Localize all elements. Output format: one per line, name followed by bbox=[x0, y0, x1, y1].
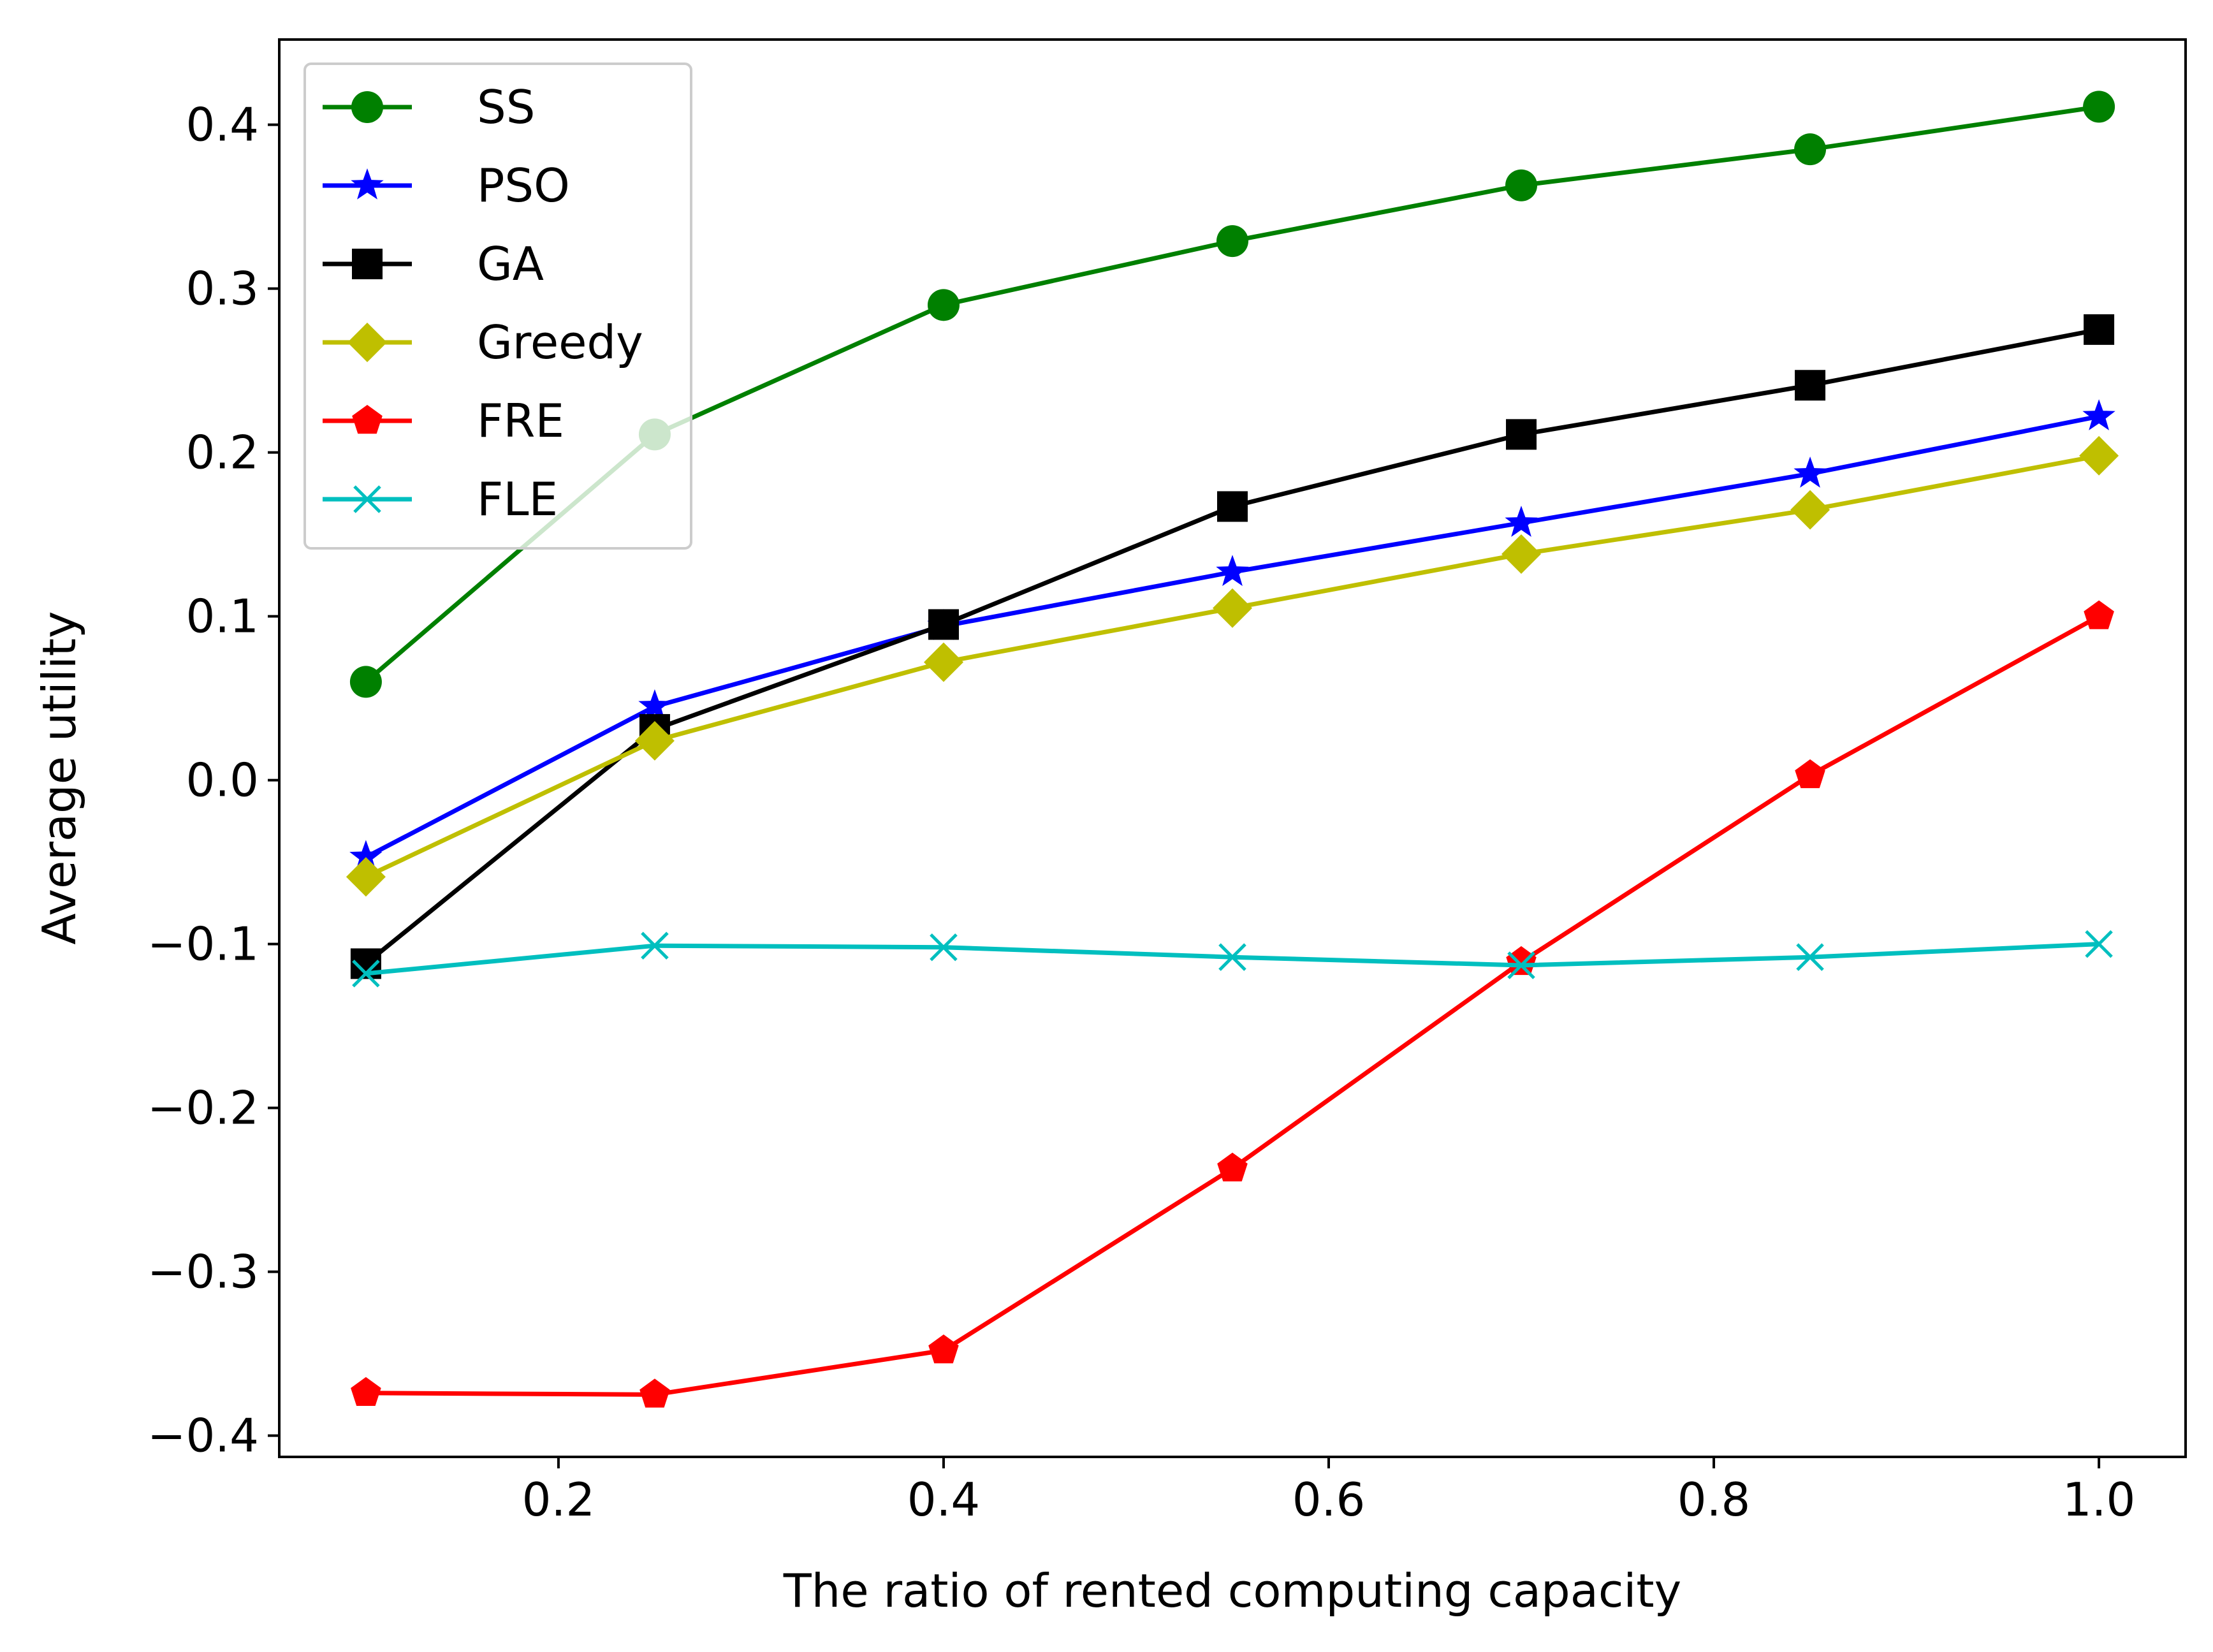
data-point-fle-0 bbox=[352, 960, 380, 988]
data-point-greedy-4 bbox=[1501, 534, 1541, 574]
x-tick-label: 0.2 bbox=[522, 1473, 595, 1526]
data-point-ss-2 bbox=[927, 289, 960, 321]
data-point-fre-4 bbox=[1506, 946, 1537, 976]
data-point-fle-1 bbox=[641, 932, 669, 960]
data-point-pso-6 bbox=[2082, 399, 2115, 430]
legend-item-ga[interactable]: GA bbox=[323, 237, 544, 291]
legend-label: PSO bbox=[477, 159, 570, 212]
data-point-fle-6 bbox=[2085, 930, 2113, 958]
data-point-pso-5 bbox=[1793, 457, 1827, 488]
legend-marker-ga bbox=[352, 249, 383, 279]
y-tick-label: −0.4 bbox=[147, 1409, 259, 1463]
data-point-fre-1 bbox=[639, 1378, 670, 1408]
data-point-fle-2 bbox=[930, 933, 958, 961]
legend-item-pso[interactable]: PSO bbox=[323, 159, 570, 212]
data-point-greedy-2 bbox=[924, 642, 963, 682]
legend-label: FLE bbox=[477, 472, 558, 526]
x-tick-label: 0.6 bbox=[1292, 1473, 1366, 1526]
series-fre bbox=[351, 600, 2114, 1408]
data-point-fle-1-stroke-b bbox=[641, 932, 669, 960]
series-fle bbox=[352, 930, 2113, 988]
data-point-ss-4 bbox=[1505, 169, 1538, 201]
legend-marker-fre bbox=[352, 405, 383, 434]
data-point-fle-0-stroke-b bbox=[352, 960, 380, 988]
legend-label: FRE bbox=[477, 394, 564, 448]
y-tick-label: −0.3 bbox=[147, 1245, 259, 1299]
data-point-fle-3 bbox=[1218, 943, 1246, 971]
data-point-ss-0 bbox=[349, 666, 382, 698]
data-point-ss-3 bbox=[1216, 225, 1248, 258]
x-tick-label: 0.8 bbox=[1677, 1473, 1751, 1526]
data-point-fle-2-stroke-b bbox=[930, 933, 958, 961]
x-tick-label: 1.0 bbox=[2063, 1473, 2136, 1526]
legend-marker-fle bbox=[353, 485, 381, 513]
data-point-pso-3 bbox=[1216, 555, 1249, 587]
x-tick-label: 0.4 bbox=[907, 1473, 981, 1526]
data-point-ga-2 bbox=[928, 609, 959, 640]
legend-label: Greedy bbox=[477, 316, 643, 369]
legend[interactable]: SS PSO GA Greedy FRE FLE bbox=[303, 62, 692, 550]
data-point-fle-4-stroke-b bbox=[1507, 951, 1535, 979]
y-tick-label: 0.0 bbox=[186, 754, 259, 807]
y-tick-label: −0.1 bbox=[147, 917, 259, 971]
y-tick-label: 0.1 bbox=[186, 590, 259, 643]
series-greedy bbox=[346, 435, 2119, 897]
y-axis-label: Average utility bbox=[33, 611, 86, 944]
data-point-fle-3-stroke-b bbox=[1218, 943, 1246, 971]
data-point-greedy-5 bbox=[1790, 490, 1830, 530]
legend-marker-pso bbox=[351, 168, 384, 200]
legend-marker-fle-stroke-b bbox=[353, 485, 381, 513]
legend-label: GA bbox=[477, 237, 544, 291]
data-point-fle-4 bbox=[1507, 951, 1535, 979]
data-point-pso-1 bbox=[638, 689, 671, 720]
data-point-ss-5 bbox=[1794, 133, 1827, 166]
data-point-fre-6 bbox=[2084, 600, 2114, 629]
legend-item-fle[interactable]: FLE bbox=[323, 472, 558, 526]
data-point-greedy-6 bbox=[2079, 435, 2119, 476]
legend-label: SS bbox=[477, 80, 535, 134]
y-tick-label: −0.2 bbox=[147, 1081, 259, 1135]
data-point-fle-5-stroke-b bbox=[1796, 943, 1824, 971]
data-point-greedy-1 bbox=[634, 720, 675, 761]
data-point-ga-4 bbox=[1506, 419, 1537, 450]
data-point-pso-4 bbox=[1505, 506, 1538, 537]
y-tick-label: 0.3 bbox=[186, 262, 259, 316]
data-point-pso-0 bbox=[349, 840, 383, 872]
data-point-greedy-0 bbox=[346, 857, 386, 897]
data-point-fle-5 bbox=[1796, 943, 1824, 971]
data-point-fre-0 bbox=[351, 1377, 381, 1406]
legend-marker-greedy bbox=[347, 323, 387, 362]
legend-item-ss[interactable]: SS bbox=[323, 80, 535, 134]
legend-item-greedy[interactable]: Greedy bbox=[323, 316, 643, 369]
data-point-fre-3 bbox=[1217, 1152, 1248, 1181]
y-tick-label: 0.2 bbox=[186, 426, 259, 479]
data-point-fre-5 bbox=[1795, 759, 1825, 789]
legend-item-fre[interactable]: FRE bbox=[323, 394, 564, 448]
data-point-ga-5 bbox=[1795, 370, 1826, 401]
data-point-fre-2 bbox=[928, 1334, 959, 1364]
plot-area bbox=[346, 91, 2119, 1408]
legend-marker-ss bbox=[351, 91, 383, 123]
y-tick-label: 0.4 bbox=[186, 98, 259, 152]
axes: 0.2 0.4 0.6 0.8 1.0 −0.4 −0.3 −0.2 −0.1 0.0 0.1 0.2… bbox=[147, 38, 2187, 1526]
x-axis-label: The ratio of rented computing capacity bbox=[783, 1564, 1682, 1618]
data-point-greedy-3 bbox=[1213, 588, 1252, 628]
data-point-fle-6-stroke-b bbox=[2085, 930, 2113, 958]
data-point-ga-6 bbox=[2084, 314, 2115, 345]
data-point-ga-3 bbox=[1217, 491, 1248, 522]
plot-frame bbox=[278, 38, 2187, 1458]
data-point-ss-6 bbox=[2083, 91, 2115, 123]
